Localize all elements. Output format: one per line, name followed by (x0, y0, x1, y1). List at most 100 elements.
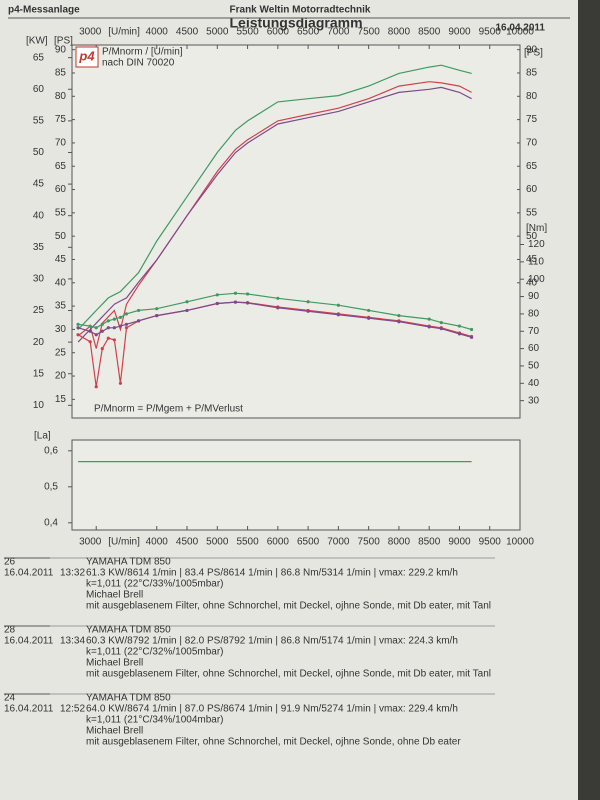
y-tick-label: 15 (33, 368, 45, 379)
y2-tick-label: 110 (528, 257, 544, 268)
series-point (124, 312, 129, 316)
x-tick-label: 8000 (388, 537, 411, 548)
series-point (397, 314, 401, 318)
x-tick-label: 9500 (479, 27, 502, 38)
ps-tick-label: 90 (55, 44, 67, 55)
x-tick-label: 6000 (267, 537, 290, 548)
legend-title: P/Mnorm / [U/min] (102, 47, 183, 58)
legend-norm: nach DIN 70020 (102, 58, 175, 69)
y-tick-label: 60 (33, 84, 45, 95)
y2-tick-label: 80 (528, 309, 540, 320)
series-point (88, 329, 92, 333)
run-results: 60.3 KW/8792 1/min | 82.0 PS/8792 1/min … (86, 636, 458, 647)
series-point (233, 300, 238, 304)
ps-right-tick-label: 45 (526, 254, 538, 265)
y-tick-label: 0,4 (44, 517, 58, 528)
ps-tick-label: 45 (55, 254, 67, 265)
run-date: 16.04.2011 (4, 704, 54, 715)
y2-axis-unit: [Nm] (526, 223, 547, 234)
run-number: 28 (4, 625, 16, 636)
series-point (427, 317, 431, 321)
y2-tick-label: 100 (528, 274, 545, 285)
run-results: 61.3 KW/8614 1/min | 83.4 PS/8614 1/min … (86, 568, 458, 579)
run-number: 26 (4, 557, 16, 568)
x-tick-label: 7500 (358, 537, 381, 548)
plot-frame (71, 44, 521, 419)
series-point (136, 319, 141, 323)
y-tick-label: 45 (33, 179, 45, 190)
ps-right-tick-label: 80 (526, 91, 538, 102)
y2-tick-label: 50 (528, 361, 540, 372)
series-point (76, 326, 80, 330)
y2-tick-label: 90 (528, 291, 540, 302)
x-tick-label: 9500 (479, 537, 502, 548)
x-tick-label: 9000 (448, 537, 471, 548)
series-point (245, 301, 250, 305)
series-point (124, 322, 129, 326)
series-point (112, 326, 116, 330)
ps-tick-label: 85 (55, 68, 67, 79)
run-rider: Michael Brell (86, 590, 143, 601)
x-tick-label: 4500 (176, 27, 199, 38)
series-point (306, 309, 310, 313)
plot-frame (71, 439, 521, 531)
ps-tick-label: 50 (55, 231, 67, 242)
x-axis-unit: [U/min] (108, 27, 140, 38)
y-tick-label: 0,5 (44, 481, 58, 492)
run-time: 13:32 (60, 568, 85, 579)
header-date: 16.04.2011 (496, 23, 546, 34)
x-tick-label: 5500 (236, 537, 259, 548)
ps-tick-label: 40 (55, 277, 67, 288)
series-point (118, 324, 123, 328)
ps-tick-label: 80 (55, 91, 67, 102)
series-point (106, 326, 110, 330)
run-model: YAMAHA TDM 850 (86, 557, 171, 568)
ps-axis-unit: [PS] (54, 36, 73, 47)
run-conditions: k=1,011 (21°C/34%/1004mbar) (86, 715, 224, 726)
ps-tick-label: 25 (55, 347, 67, 358)
series-point (155, 314, 159, 318)
run-time: 12:52 (60, 704, 85, 715)
ps-tick-label: 15 (55, 394, 67, 405)
y-tick-label: 40 (33, 210, 45, 221)
series-point (336, 313, 340, 317)
header-title: Leistungsdiagramm (229, 15, 362, 31)
series-point (427, 325, 431, 329)
run-conditions: k=1,011 (22°C/32%/1005mbar) (86, 647, 224, 658)
y2-tick-label: 120 (528, 239, 545, 250)
ps-tick-label: 30 (55, 324, 67, 335)
ps-right-tick-label: 75 (526, 114, 538, 125)
x-tick-label: 3000 (79, 537, 102, 548)
y-axis-unit: [KW] (26, 36, 48, 47)
series-point (367, 308, 371, 313)
ps-right-tick-label: 65 (526, 161, 538, 172)
ps-right-tick-label: 50 (526, 231, 538, 242)
series-point (457, 332, 462, 336)
series-point (100, 347, 104, 351)
x-tick-label: 4000 (146, 537, 169, 548)
ps-right-tick-label: 55 (526, 207, 538, 218)
series-point (233, 291, 238, 295)
run-model: YAMAHA TDM 850 (86, 693, 171, 704)
y-axis-unit: [La] (34, 431, 51, 442)
ps-right-tick-label: 90 (526, 44, 538, 55)
run-conditions: k=1,011 (22°C/33%/1005mbar) (86, 579, 224, 590)
run-date: 16.04.2011 (4, 636, 54, 647)
x-tick-label: 5000 (206, 537, 229, 548)
ps-tick-label: 65 (55, 161, 67, 172)
x-tick-label: 6500 (297, 537, 320, 548)
y2-tick-label: 70 (528, 326, 540, 337)
y-tick-label: 30 (33, 274, 45, 285)
series-point (276, 306, 280, 310)
series-point (112, 317, 116, 321)
series-point (112, 338, 116, 342)
run-date: 16.04.2011 (4, 568, 54, 579)
x-tick-label: 8000 (388, 27, 411, 38)
x-axis-unit: [U/min] (108, 537, 140, 548)
formula: P/Mnorm = P/Mgem + P/MVerlust (94, 404, 243, 415)
series-point (100, 322, 104, 326)
series-point (76, 333, 80, 337)
run-notes: mit ausgeblasenem Filter, ohne Schnorche… (86, 737, 461, 748)
